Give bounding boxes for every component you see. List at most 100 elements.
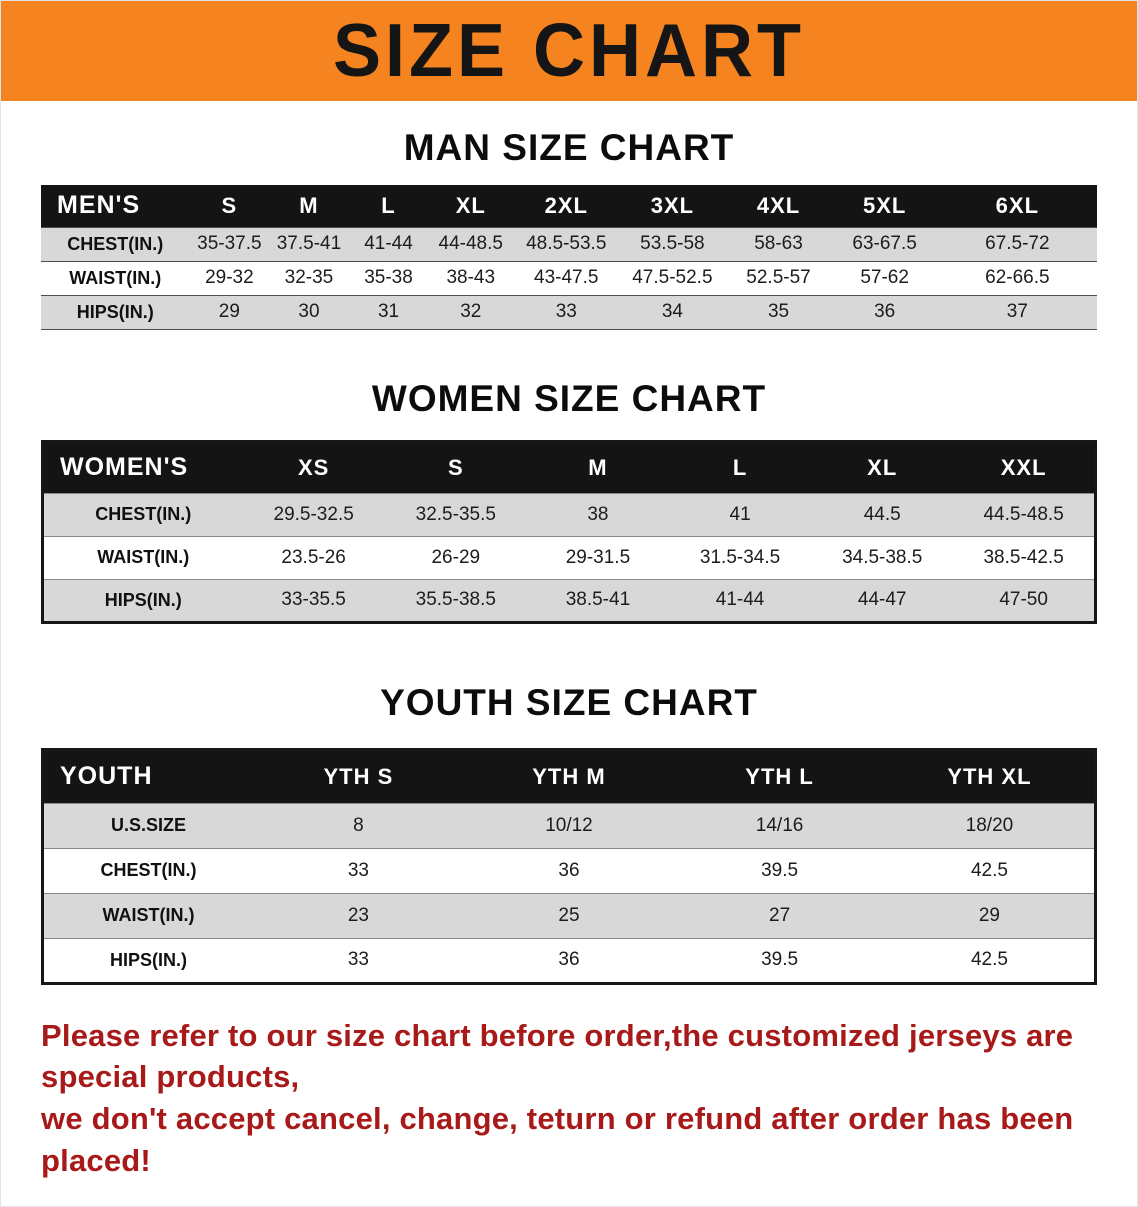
women-table-row: HIPS(IN.) 33-35.5 35.5-38.5 38.5-41 41-44 44-…	[42, 579, 1096, 622]
footer-notice-line2: we don't accept cancel, change, teturn o…	[41, 1101, 1074, 1179]
women-size-table: WOMEN'S XS S M L XL XXL CHEST(IN.) 29.5-32.5 32.5…	[41, 439, 1097, 624]
women-table-wrap: WOMEN'S XS S M L XL XXL CHEST(IN.) 29.5-32.5 32.5…	[1, 439, 1137, 624]
men-size-table: MEN'S S M L XL 2XL 3XL 4XL 5XL 6XL CHEST(IN.) 35-37…	[41, 185, 1097, 330]
men-cell: 43-47.5	[534, 267, 599, 288]
youth-cell: 36	[558, 859, 580, 881]
men-cell: 35-37.5	[197, 233, 262, 254]
men-cell: 48.5-53.5	[526, 233, 607, 254]
women-size-header: S	[384, 441, 527, 493]
men-size-header: 4XL	[725, 185, 832, 227]
women-cell: 38.5-41	[565, 589, 631, 610]
women-header-row: WOMEN'S XS S M L XL XXL	[42, 441, 1096, 493]
women-cell: 32.5-35.5	[415, 503, 496, 525]
women-table-row: CHEST(IN.) 29.5-32.5 32.5-35.5 38 41 44.5 44.5…	[42, 493, 1096, 536]
women-row-label: HIPS(IN.)	[104, 589, 182, 610]
men-table-wrap: MEN'S S M L XL 2XL 3XL 4XL 5XL 6XL CHEST(IN.) 35-37…	[1, 185, 1137, 330]
youth-size-header: YTH L	[674, 749, 885, 803]
youth-cell: 27	[769, 904, 791, 926]
men-cell: 53.5-58	[640, 233, 705, 254]
men-table-row: CHEST(IN.) 35-37.5 37.5-41 41-44 44-48.5 48.5…	[41, 227, 1097, 261]
men-cell: 44-48.5	[438, 233, 503, 254]
women-cell: 47-50	[999, 589, 1048, 610]
footer-notice-line1: Please refer to our size chart before or…	[41, 1017, 1074, 1095]
men-cell: 62-66.5	[985, 267, 1050, 288]
youth-cell: 33	[347, 859, 369, 881]
men-table-row: WAIST(IN.) 29-32 32-35 35-38 38-43 43-47.5 47.…	[41, 261, 1097, 295]
youth-cell: 36	[558, 949, 580, 970]
youth-cell: 23	[347, 904, 369, 926]
men-cell: 63-67.5	[852, 233, 917, 254]
men-cell: 47.5-52.5	[632, 267, 713, 288]
men-cell: 34	[661, 301, 683, 322]
youth-section-heading: YOUTH SIZE CHART	[380, 681, 758, 723]
women-cell: 26-29	[431, 546, 481, 568]
youth-row-label: WAIST(IN.)	[102, 905, 195, 925]
men-size-header: 2XL	[513, 185, 620, 227]
women-cell: 23.5-26	[281, 546, 346, 568]
men-size-header: XL	[428, 185, 514, 227]
youth-cell: 39.5	[761, 949, 799, 970]
women-cell: 44.5-48.5	[983, 503, 1064, 525]
youth-header-row: YOUTH YTH S YTH M YTH L YTH XL	[42, 749, 1096, 803]
men-cell: 35-38	[364, 267, 413, 288]
men-cell: 36	[874, 301, 896, 322]
youth-size-table: YOUTH YTH S YTH M YTH L YTH XL U.S.SIZE 8 10/12…	[41, 747, 1097, 985]
youth-cell: 42.5	[970, 859, 1008, 881]
women-cell: 29-31.5	[565, 546, 631, 568]
youth-table-row: CHEST(IN.) 33 36 39.5 42.5	[42, 848, 1096, 893]
women-cell: 29.5-32.5	[273, 503, 354, 525]
men-table-row: HIPS(IN.) 29 30 31 32 33 34 35 36 37	[41, 295, 1097, 329]
men-cell: 29	[218, 301, 240, 322]
youth-table-wrap: YOUTH YTH S YTH M YTH L YTH XL U.S.SIZE 8 10/12…	[1, 747, 1137, 985]
men-cell: 52.5-57	[746, 267, 811, 288]
men-cell: 37.5-41	[276, 233, 342, 254]
women-cell: 41	[729, 503, 751, 525]
men-cell: 57-62	[860, 267, 909, 288]
women-size-header: M	[526, 441, 669, 493]
women-size-header: XL	[811, 441, 954, 493]
men-section-heading: MAN SIZE CHART	[403, 127, 735, 168]
men-cell: 30	[298, 301, 320, 322]
women-section-heading: WOMEN SIZE CHART	[371, 377, 767, 419]
men-cell: 58-63	[754, 233, 803, 254]
youth-cell: 10/12	[545, 814, 593, 836]
footer-notice: Please refer to our size chart before or…	[1, 985, 1137, 1206]
men-size-header: 5XL	[831, 185, 938, 227]
men-cell: 35	[767, 301, 790, 322]
youth-table-row: HIPS(IN.) 33 36 39.5 42.5	[42, 938, 1096, 983]
men-size-header: 3XL	[619, 185, 726, 227]
youth-size-header: YTH XL	[884, 749, 1096, 803]
women-size-header: XXL	[953, 441, 1096, 493]
men-row-label: CHEST(IN.)	[67, 233, 164, 254]
women-cell: 33-35.5	[281, 589, 346, 610]
women-cell: 34.5-38.5	[842, 546, 923, 568]
men-row-label: WAIST(IN.)	[69, 267, 162, 288]
women-corner-label: WOMEN'S	[42, 441, 243, 493]
women-table-row: WAIST(IN.) 23.5-26 26-29 29-31.5 31.5-34.5 34…	[42, 536, 1096, 579]
women-row-label: WAIST(IN.)	[97, 547, 190, 567]
women-size-header: L	[669, 441, 812, 493]
women-cell: 38.5-42.5	[983, 546, 1064, 568]
women-size-header: XS	[242, 441, 385, 493]
women-cell: 41-44	[715, 589, 765, 610]
youth-table-row: WAIST(IN.) 23 25 27 29	[42, 893, 1096, 938]
youth-cell: 25	[558, 904, 580, 926]
youth-row-label: CHEST(IN.)	[100, 860, 197, 880]
women-row-label: CHEST(IN.)	[95, 504, 192, 524]
men-size-header: S	[189, 185, 270, 227]
youth-cell: 33	[347, 949, 369, 970]
men-size-header: 6XL	[937, 185, 1097, 227]
youth-row-label: HIPS(IN.)	[110, 949, 188, 970]
men-cell: 41-44	[364, 233, 413, 254]
size-chart-banner: SIZE CHART	[1, 1, 1137, 101]
men-cell: 67.5-72	[985, 233, 1050, 254]
men-cell: 32-35	[284, 267, 334, 288]
youth-table-row: U.S.SIZE 8 10/12 14/16 18/20	[42, 803, 1096, 848]
youth-cell: 42.5	[970, 949, 1008, 970]
youth-cell: 14/16	[755, 814, 804, 836]
youth-row-label: U.S.SIZE	[111, 815, 187, 835]
youth-corner-label: YOUTH	[42, 749, 254, 803]
men-size-header: L	[348, 185, 429, 227]
men-corner-label: MEN'S	[41, 185, 190, 227]
